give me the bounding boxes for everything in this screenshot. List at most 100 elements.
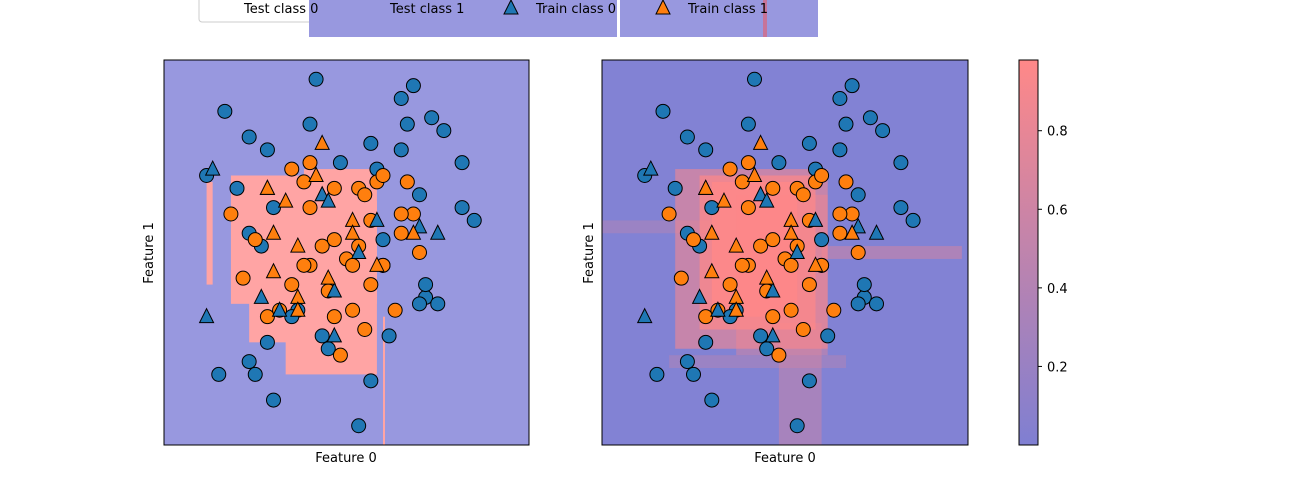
test-class-0-point — [814, 232, 830, 248]
test-class-1-point — [795, 322, 811, 337]
points-right — [636, 71, 921, 434]
colorbar: 0.2 0.4 0.6 0.8 — [1018, 59, 1068, 446]
legend-label-train-class-0: Train class 0 — [535, 2, 616, 17]
test-class-1-point — [753, 238, 769, 254]
train-class-1-point — [807, 256, 824, 272]
test-class-0-point — [862, 110, 878, 126]
train-class-0-point — [320, 192, 337, 208]
test-class-0-point — [412, 296, 427, 312]
test-class-0-point — [405, 78, 421, 94]
train-class-0-point — [710, 301, 726, 317]
train-class-1-point — [758, 269, 775, 285]
colorbar-tick-label: 0.4 — [1047, 282, 1068, 297]
colorbar-gradient — [1018, 59, 1039, 446]
train-class-1-point — [844, 224, 860, 240]
test-class-1-point — [832, 225, 848, 241]
test-class-1-point — [801, 277, 817, 293]
test-class-1-point — [722, 161, 738, 177]
test-class-1-point — [363, 277, 379, 293]
y-axis-label-left: Feature 1 — [142, 222, 157, 284]
test-class-0-point — [351, 418, 367, 434]
train-class-0-point — [369, 211, 385, 227]
test-class-1-point — [235, 270, 251, 286]
train-class-1-point — [265, 224, 282, 240]
train-class-1-point — [703, 224, 720, 240]
test-class-0-point — [875, 123, 891, 139]
test-class-0-point — [801, 373, 817, 389]
legend-label-train-class-1: Train class 1 — [687, 2, 768, 17]
test-class-1-point — [832, 206, 848, 222]
test-class-1-point — [850, 245, 866, 260]
test-class-0-point — [454, 200, 470, 216]
class1-region — [383, 316, 385, 445]
test-class-1-point — [375, 168, 391, 183]
test-class-0-point — [740, 116, 756, 132]
test-class-0-point — [838, 116, 854, 132]
train-class-0-point — [204, 159, 221, 176]
train-class-0-point — [326, 326, 343, 343]
test-class-1-point — [326, 309, 342, 325]
test-class-0-point — [869, 296, 884, 312]
train-class-0-point — [789, 243, 806, 259]
test-class-0-point — [399, 116, 415, 132]
train-class-0-point — [350, 243, 367, 259]
test-class-0-point — [832, 91, 848, 106]
test-class-0-point — [679, 354, 695, 370]
probability-region — [602, 220, 712, 234]
train-class-1-point — [277, 192, 294, 208]
points-left — [198, 71, 482, 434]
test-class-1-point — [284, 161, 300, 177]
train-class-1-point — [308, 166, 324, 182]
train-class-1-point — [369, 256, 385, 272]
train-class-1-point — [290, 301, 306, 317]
train-class-0-point — [636, 307, 653, 324]
test-class-0-point — [832, 142, 848, 158]
train-class-0-point — [198, 307, 215, 324]
test-class-1-point — [686, 232, 701, 248]
colorbar-tick-label: 0.2 — [1047, 360, 1068, 375]
train-class-1-point — [746, 166, 763, 182]
test-class-1-point — [673, 270, 689, 286]
train-class-1-point — [697, 179, 714, 195]
train-class-1-point — [703, 262, 720, 279]
legend-region-overlay — [309, 0, 818, 37]
test-class-0-point — [241, 354, 257, 370]
test-class-1-point — [345, 302, 361, 318]
x-axis-label-left: Feature 0 — [315, 451, 377, 466]
test-class-0-point — [454, 155, 470, 171]
test-class-1-point — [393, 225, 409, 241]
decision-tree-plot: Feature 0 Feature 1 — [142, 59, 530, 466]
test-class-1-point — [814, 168, 830, 183]
test-class-0-point — [698, 142, 714, 158]
train-class-1-point — [344, 224, 361, 240]
test-class-0-point — [679, 129, 695, 145]
test-class-0-point — [393, 142, 409, 158]
test-class-0-point — [229, 180, 245, 196]
test-class-0-point — [704, 392, 720, 408]
test-class-0-point — [753, 328, 769, 344]
test-class-0-point — [393, 91, 409, 106]
test-class-0-point — [424, 110, 440, 126]
test-class-0-point — [466, 212, 482, 228]
test-class-1-point — [783, 257, 799, 273]
test-class-0-point — [332, 155, 348, 171]
test-class-1-point — [783, 302, 799, 318]
train-class-1-point — [259, 179, 276, 195]
test-class-0-point — [381, 328, 397, 344]
forest-probability-plot: Feature 0 Feature 1 — [582, 59, 969, 466]
test-class-0-point — [375, 232, 391, 248]
train-class-0-point — [691, 288, 708, 304]
test-class-0-point — [266, 392, 281, 408]
test-class-1-point — [771, 347, 787, 363]
test-class-0-point — [698, 334, 714, 350]
legend-overlay-stripe — [763, 0, 767, 37]
train-class-1-point — [783, 224, 799, 240]
test-class-1-point — [326, 180, 342, 196]
train-class-0-point — [429, 224, 446, 240]
train-class-1-point — [405, 224, 422, 240]
test-class-1-point — [740, 155, 756, 171]
test-class-0-point — [211, 366, 227, 382]
train-class-1-point — [716, 192, 732, 208]
axes-frame-right — [601, 59, 969, 446]
